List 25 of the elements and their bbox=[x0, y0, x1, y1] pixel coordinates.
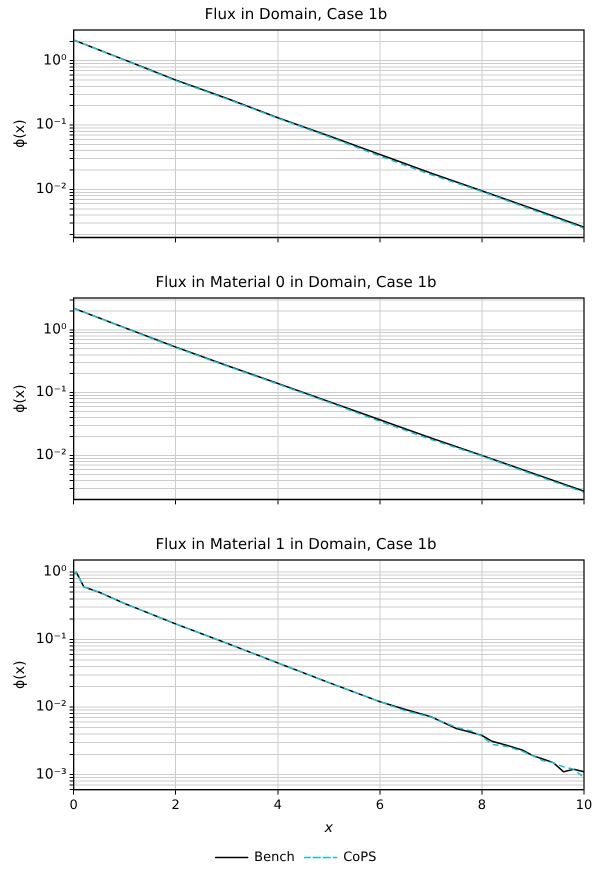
chart-title: Flux in Material 1 in Domain, Case 1b bbox=[155, 534, 437, 553]
y-tick-label: 10⁻¹ bbox=[36, 116, 67, 133]
y-tick-label: 10⁻³ bbox=[36, 766, 67, 782]
legend-label: CoPS bbox=[343, 850, 376, 865]
y-tick-label: 10⁻¹ bbox=[36, 384, 67, 400]
y-axis-title: ϕ(x) bbox=[12, 119, 28, 148]
y-tick-label: 10⁰ bbox=[43, 564, 67, 580]
x-tick-label: 4 bbox=[274, 798, 282, 813]
y-tick-label: 10⁰ bbox=[43, 52, 67, 68]
y-axis-title: ϕ(x) bbox=[12, 660, 28, 690]
y-tick-label: 10⁰ bbox=[43, 321, 67, 338]
y-tick-label: 10⁻² bbox=[36, 447, 67, 464]
x-tick-label: 10 bbox=[576, 798, 592, 813]
x-tick-label: 6 bbox=[376, 798, 384, 813]
x-tick-label: 2 bbox=[172, 798, 180, 813]
x-tick-label: 8 bbox=[478, 798, 486, 813]
chart-title: Flux in Material 0 in Domain, Case 1b bbox=[155, 272, 437, 291]
y-tick-label: 10⁻¹ bbox=[36, 631, 67, 648]
x-axis-title: x bbox=[324, 820, 334, 836]
y-tick-label: 10⁻² bbox=[36, 181, 67, 198]
y-axis-title: ϕ(x) bbox=[12, 384, 28, 413]
chart-title: Flux in Domain, Case 1b bbox=[204, 4, 388, 23]
x-tick-label: 0 bbox=[69, 798, 78, 813]
legend-label: Bench bbox=[254, 850, 295, 865]
y-tick-label: 10⁻² bbox=[36, 698, 67, 715]
